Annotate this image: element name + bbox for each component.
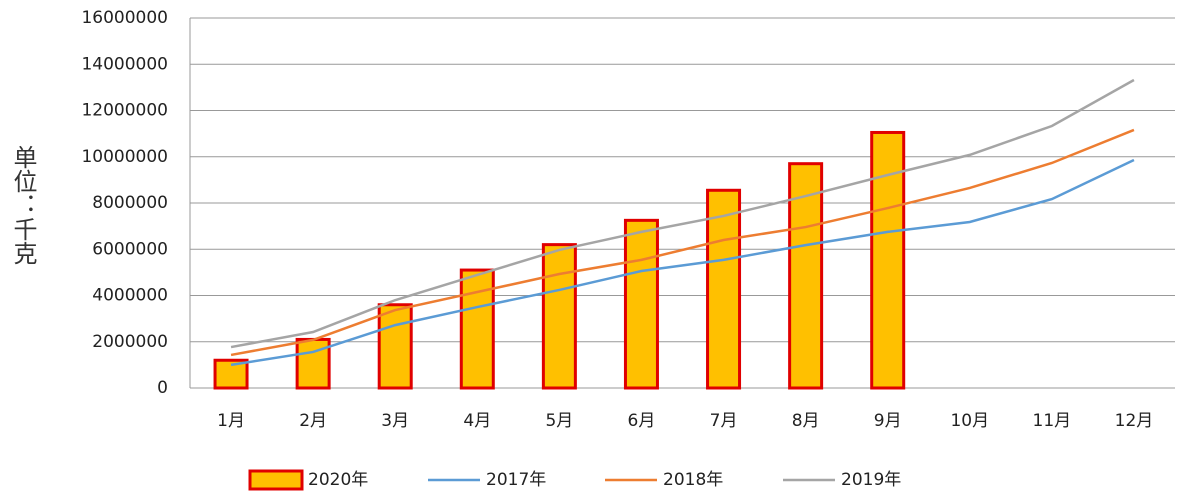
legend-label: 2018年 (663, 470, 723, 490)
bar (788, 162, 824, 390)
bar (623, 218, 659, 390)
y-tick-label: 12000000 (81, 101, 168, 121)
line-series (230, 128, 1135, 357)
y-tick-label: 2000000 (92, 332, 168, 352)
bar (870, 130, 906, 390)
bar (295, 337, 331, 390)
y-tick-label: 0 (157, 378, 168, 398)
bar (459, 268, 495, 390)
x-tick-label: 10月 (950, 411, 989, 431)
bar (541, 243, 577, 390)
bar (377, 303, 413, 390)
line-series (230, 78, 1135, 349)
y-tick-label: 6000000 (92, 239, 168, 259)
x-tick-label: 3月 (381, 411, 409, 431)
x-tick-label: 1月 (217, 411, 245, 431)
y-tick-label: 4000000 (92, 286, 168, 306)
y-tick-label: 10000000 (81, 147, 168, 167)
x-tick-label: 8月 (792, 411, 820, 431)
y-tick-label: 14000000 (81, 54, 168, 74)
x-tick-label: 9月 (874, 411, 902, 431)
y-axis-label: 单位：千克 (9, 145, 37, 265)
x-tick-label: 12月 (1115, 411, 1154, 431)
x-tick-label: 5月 (545, 411, 573, 431)
x-tick-label: 6月 (628, 411, 656, 431)
line-series (230, 158, 1135, 367)
legend-label: 2017年 (486, 470, 546, 490)
legend-swatch (248, 469, 304, 491)
y-tick-label: 16000000 (81, 8, 168, 28)
y-tick-label: 8000000 (92, 193, 168, 213)
x-tick-label: 2月 (299, 411, 327, 431)
legend-label: 2019年 (841, 470, 901, 490)
legend-label: 2020年 (308, 470, 368, 490)
x-tick-label: 4月 (463, 411, 491, 431)
bar (706, 188, 742, 390)
x-tick-label: 11月 (1033, 411, 1072, 431)
x-tick-label: 7月 (710, 411, 738, 431)
